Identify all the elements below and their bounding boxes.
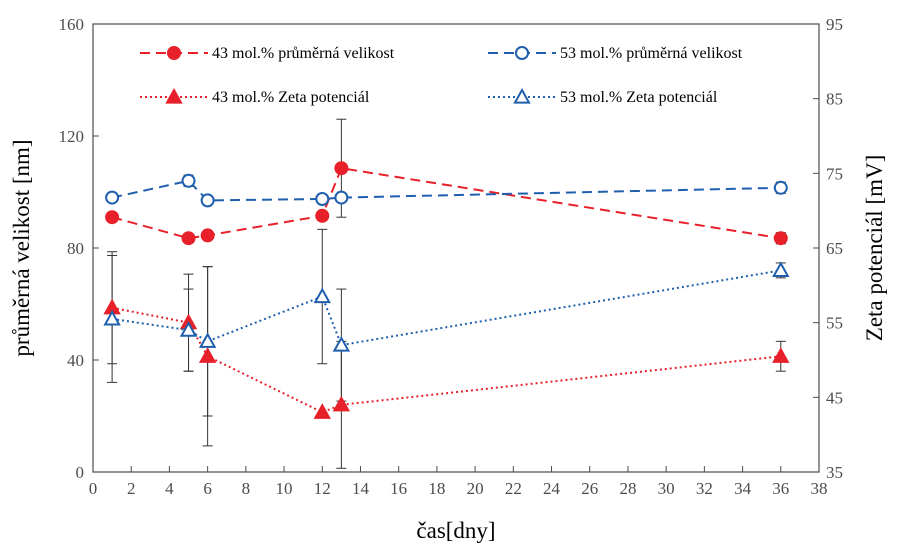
series-line (111, 179, 781, 202)
data-point (334, 161, 349, 176)
y-right-tick-label: 95 (826, 15, 843, 34)
data-point (313, 287, 331, 304)
data-point (332, 336, 351, 352)
legend-label: 53 mol.% Zeta potenciál (560, 89, 718, 106)
y-left-tick-label: 40 (67, 351, 84, 370)
data-point (198, 347, 217, 363)
data-point (773, 180, 788, 195)
data-point (200, 193, 215, 208)
x-axis-title: čas[dny] (416, 518, 495, 543)
x-tick-label: 30 (658, 479, 675, 498)
data-point (313, 403, 331, 419)
y-right-tick-label: 55 (826, 314, 843, 333)
y-right-tick-label: 65 (826, 239, 843, 258)
left-y-axis-title: průměrná velikost [nm] (9, 139, 34, 356)
legend-label: 43 mol.% průměrná velikost (212, 45, 395, 62)
y-left-tick-label: 120 (59, 127, 85, 146)
y-right-tick-label: 85 (826, 90, 843, 109)
x-tick-label: 8 (242, 479, 251, 498)
x-tick-label: 22 (505, 479, 522, 498)
x-tick-label: 2 (127, 479, 136, 498)
x-tick-label: 10 (276, 479, 293, 498)
x-tick-label: 16 (390, 479, 407, 498)
data-point (103, 309, 121, 326)
axis-tick-labels: 0 2 4 6 8 10 12 14 16 18 20 22 24 26 28 30 32 34 36 3804080… (59, 15, 844, 498)
legend-marker (167, 46, 181, 60)
x-tick-label: 0 (89, 479, 98, 498)
y-right-tick-label: 45 (826, 388, 843, 407)
data-point (105, 210, 120, 225)
right-y-axis-title: Zeta potenciál [mV] (862, 155, 887, 341)
data-point (772, 347, 790, 363)
x-tick-label: 4 (165, 479, 174, 498)
series-line (111, 269, 781, 347)
legend-label: 53 mol.% průměrná velikost (560, 45, 743, 62)
data-point (181, 173, 196, 188)
data-point (105, 190, 120, 205)
data-point (315, 208, 330, 223)
data-point (773, 231, 788, 246)
y-left-tick-label: 0 (76, 463, 85, 482)
series-layer (103, 118, 790, 469)
data-point (315, 192, 330, 206)
x-tick-label: 6 (203, 479, 212, 498)
y-right-tick-label: 35 (826, 463, 843, 482)
x-tick-label: 34 (734, 479, 752, 498)
data-point (334, 190, 349, 205)
legend-label: 43 mol.% Zeta potenciál (212, 89, 370, 106)
data-point (200, 228, 215, 243)
x-tick-label: 36 (772, 479, 789, 498)
legend-marker (513, 87, 531, 104)
y-right-tick-label: 75 (826, 164, 843, 183)
x-tick-label: 14 (352, 479, 370, 498)
x-tick-label: 20 (467, 479, 484, 498)
x-tick-label: 18 (428, 479, 445, 498)
y-left-tick-label: 80 (67, 239, 84, 258)
x-tick-label: 12 (314, 479, 331, 498)
series-line (111, 167, 781, 240)
x-tick-label: 32 (696, 479, 713, 498)
data-point (179, 321, 198, 337)
x-tick-label: 38 (811, 479, 828, 498)
data-point (772, 261, 790, 277)
x-tick-label: 26 (581, 479, 598, 498)
series-line (111, 306, 781, 414)
data-point (198, 332, 217, 348)
legend-marker (515, 46, 529, 60)
legend: 43 mol.% průměrná velikost 53 mol.% průmě… (140, 45, 743, 106)
axis-ticks (92, 23, 820, 473)
legend-marker (165, 87, 183, 104)
x-tick-label: 28 (619, 479, 636, 498)
data-point (332, 395, 351, 412)
data-point (181, 231, 196, 246)
y-left-tick-label: 160 (59, 15, 85, 34)
x-tick-label: 24 (543, 479, 561, 498)
